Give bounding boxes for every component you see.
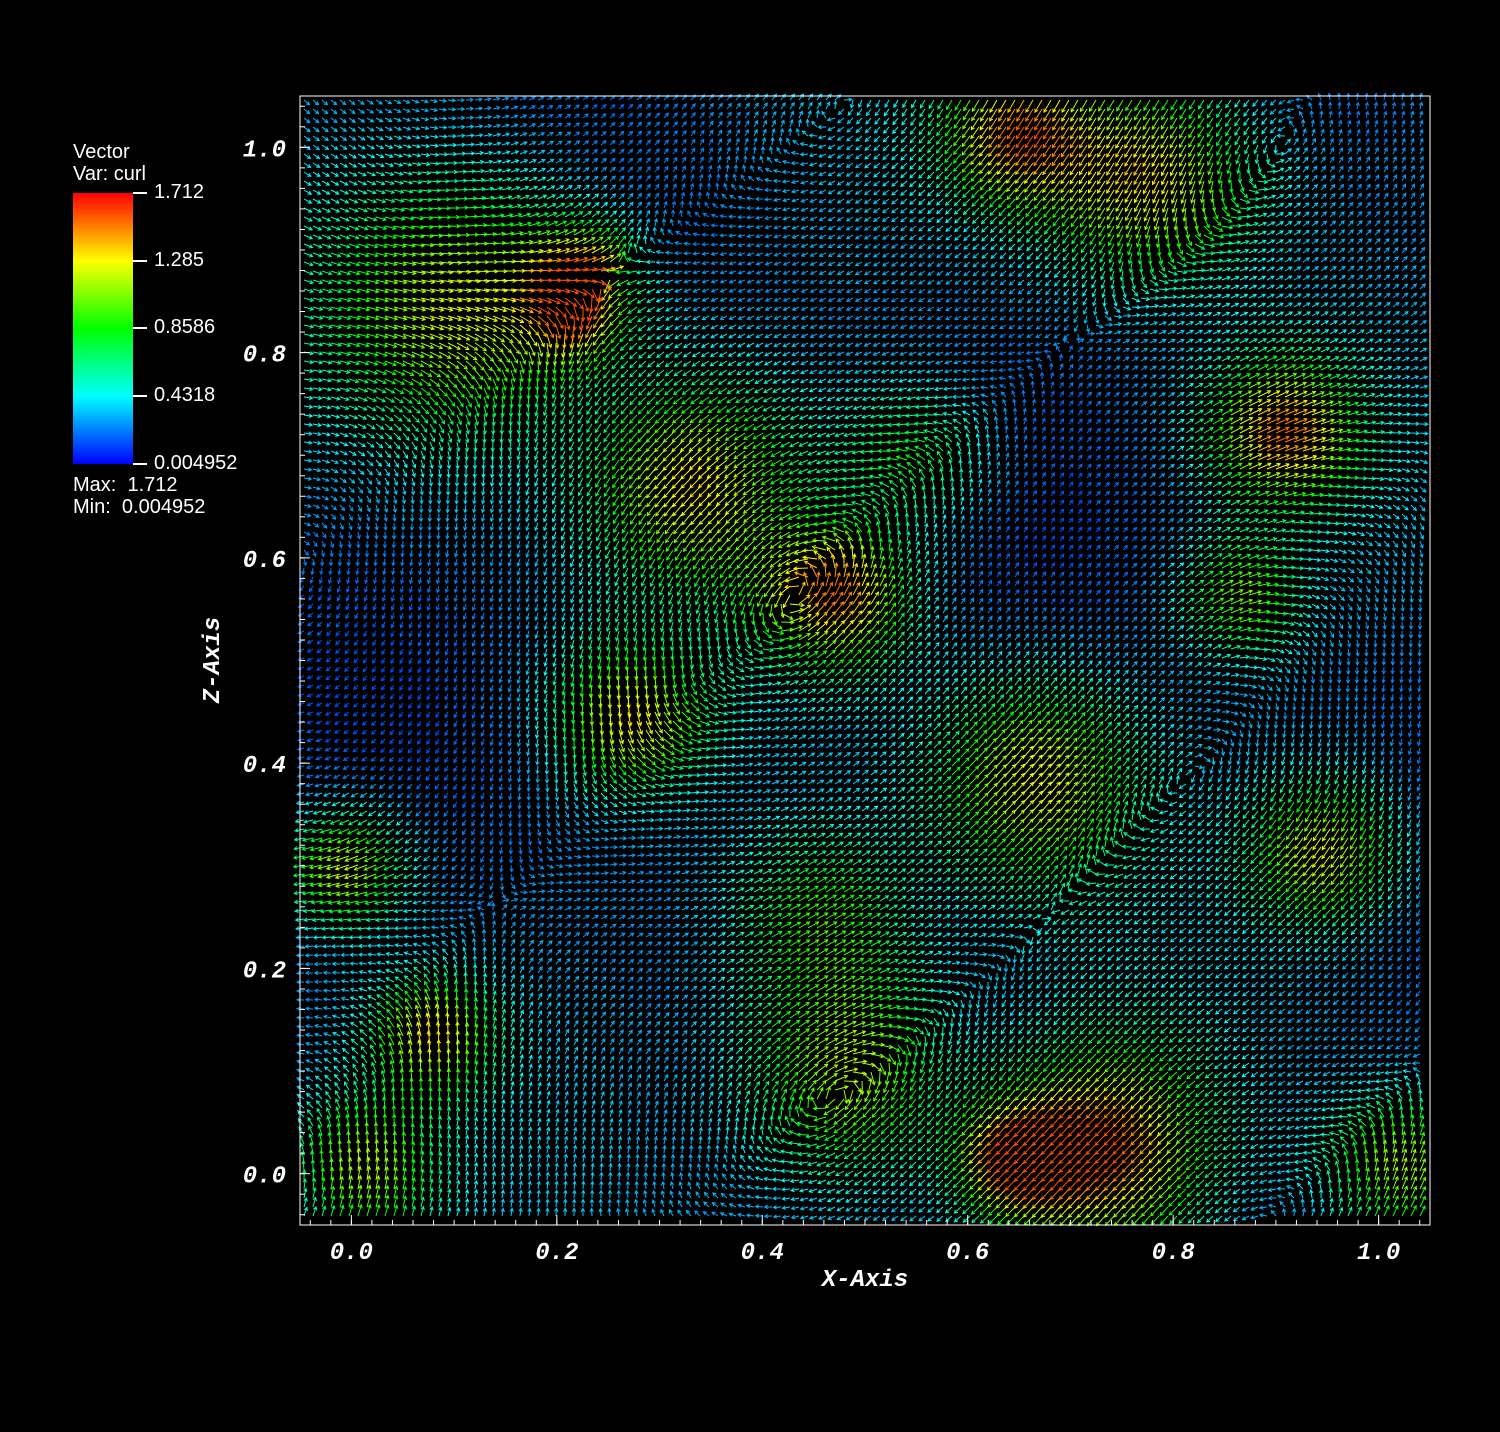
x-tick-label: 0.0 bbox=[330, 1240, 373, 1267]
legend-max: Max: 1.712 bbox=[73, 474, 178, 496]
y-tick-label: 0.2 bbox=[243, 958, 286, 985]
colorbar-tick-mark bbox=[133, 395, 147, 398]
vector-glyphs bbox=[334, 99, 1340, 1219]
vector-field bbox=[292, 92, 1429, 1227]
vector-glyphs bbox=[294, 99, 1429, 1222]
legend-title: Vector bbox=[73, 141, 130, 163]
vector-glyphs bbox=[293, 99, 1413, 1217]
vector-glyphs bbox=[296, 99, 1412, 1223]
vector-glyphs bbox=[292, 108, 1414, 1225]
y-tick-label: 0.8 bbox=[243, 343, 286, 370]
colorbar-tick-mark bbox=[133, 463, 147, 465]
legend-min: Min: 0.004952 bbox=[73, 496, 206, 518]
x-tick-label: 0.8 bbox=[1152, 1240, 1195, 1267]
vector-glyphs bbox=[308, 99, 1426, 1227]
colorbar-tick-label: 1.712 bbox=[154, 181, 205, 203]
colorbar-tick-label: 1.285 bbox=[154, 248, 205, 271]
x-axis-ticks: 0.0 0.2 0.4 0.6 0.8 1.0 bbox=[309, 1215, 1421, 1267]
z-axis-label: Z-Axis bbox=[200, 617, 227, 704]
vector-glyphs bbox=[425, 99, 1318, 1210]
x-tick-label: 0.2 bbox=[535, 1240, 578, 1267]
y-tick-label: 0.4 bbox=[243, 753, 286, 780]
vector-glyphs bbox=[301, 99, 1425, 1225]
vector-glyphs bbox=[296, 94, 1138, 818]
legend-variable: Var: curl bbox=[73, 163, 146, 185]
x-tick-label: 0.6 bbox=[946, 1240, 989, 1267]
vector-glyphs bbox=[295, 93, 1429, 1222]
colorbar bbox=[73, 193, 133, 464]
vector-glyphs bbox=[294, 99, 1422, 1223]
vector-glyphs bbox=[317, 99, 1427, 1227]
colorbar-tick-label: 0.8586 bbox=[154, 316, 216, 339]
colorbar-tick-mark bbox=[133, 259, 147, 262]
x-tick-label: 0.4 bbox=[741, 1240, 784, 1267]
vector-glyphs bbox=[296, 92, 1422, 1024]
y-tick-label: 0.6 bbox=[243, 548, 286, 575]
vector-glyphs bbox=[537, 126, 1124, 1192]
vector-glyphs bbox=[292, 99, 1424, 1225]
vector-glyphs bbox=[295, 93, 1427, 1220]
vector-glyphs bbox=[293, 99, 1424, 1224]
vector-glyphs bbox=[300, 99, 1425, 1226]
vector-glyphs bbox=[300, 99, 1426, 1225]
vector-glyphs bbox=[309, 99, 1426, 1226]
vector-glyphs bbox=[294, 99, 1423, 1217]
vector-glyphs bbox=[309, 99, 1426, 1226]
vector-glyphs bbox=[295, 92, 1426, 1217]
colorbar-tick-mark bbox=[133, 192, 147, 194]
colorbar-tick-mark bbox=[133, 327, 147, 330]
vector-glyphs bbox=[510, 99, 1318, 1210]
vector-glyphs bbox=[415, 99, 1331, 1210]
vector-glyphs bbox=[528, 117, 1299, 1201]
vector-glyphs bbox=[326, 99, 1417, 1218]
colorbar-tick-label: 0.4318 bbox=[154, 384, 216, 407]
vector-glyphs bbox=[297, 472, 1101, 763]
y-tick-label: 0.0 bbox=[243, 1164, 286, 1191]
y-axis-ticks: 0.0 0.2 0.4 0.6 0.8 1.0 bbox=[243, 105, 310, 1216]
x-axis-label: X-Axis bbox=[820, 1267, 908, 1294]
x-tick-label: 1.0 bbox=[1357, 1240, 1400, 1267]
colorbar-tick-label: 0.004952 bbox=[154, 452, 238, 474]
y-tick-label: 1.0 bbox=[243, 137, 286, 164]
